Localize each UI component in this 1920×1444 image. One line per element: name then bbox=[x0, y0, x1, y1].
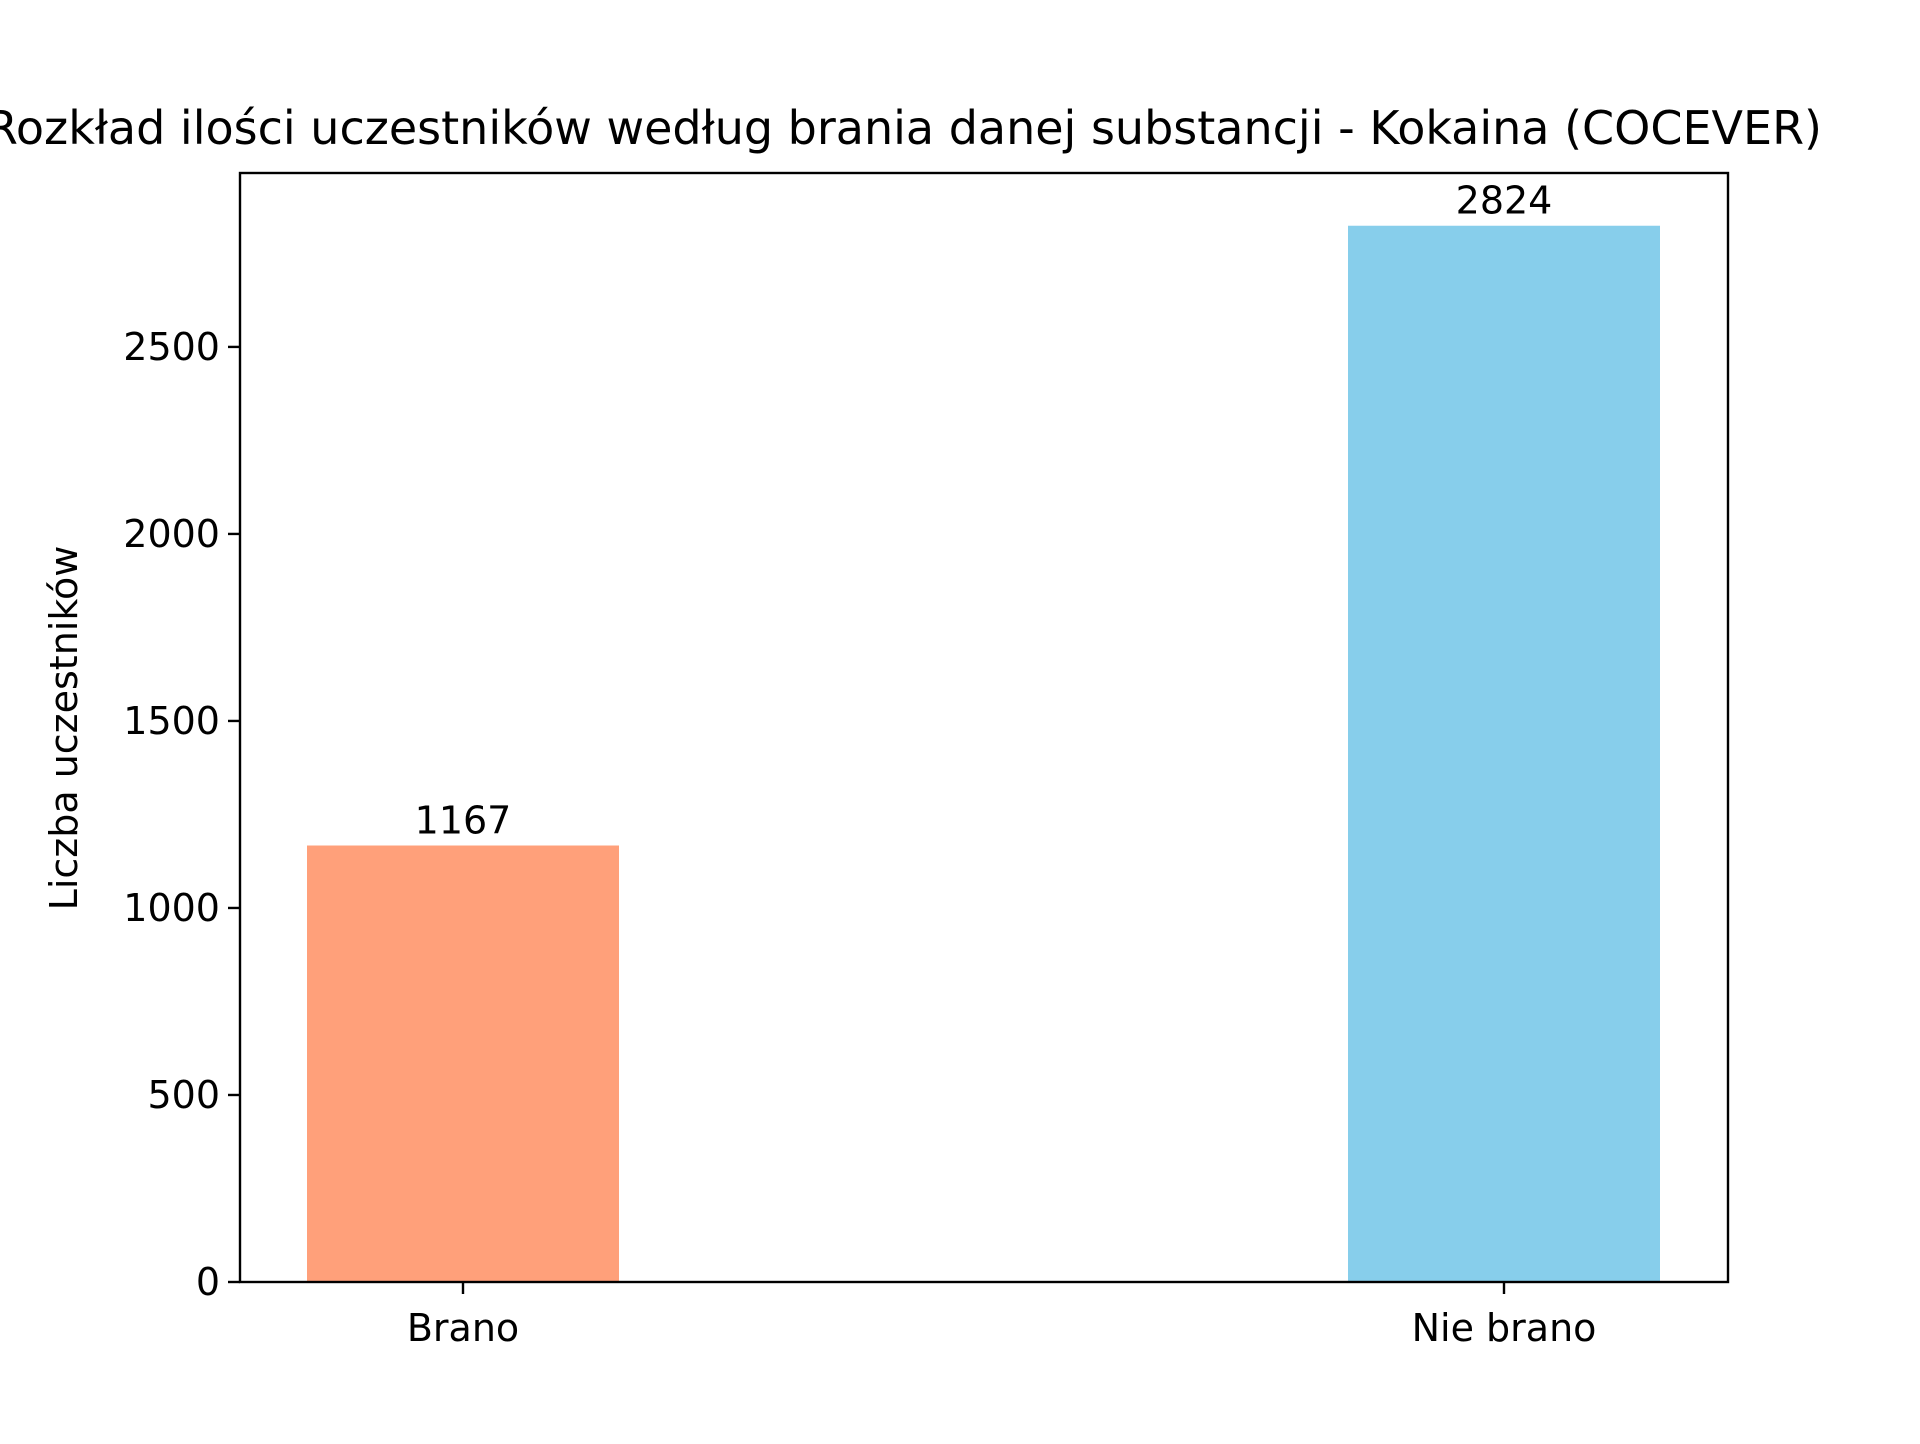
data-label: 1167 bbox=[415, 799, 512, 843]
y-tick-label: 1000 bbox=[123, 886, 220, 930]
bar-brano bbox=[307, 845, 619, 1282]
y-tick-label: 2000 bbox=[123, 512, 220, 556]
y-tick-label: 0 bbox=[196, 1260, 220, 1304]
y-axis-label: Liczba uczestników bbox=[42, 546, 86, 911]
y-tick-label: 500 bbox=[147, 1073, 220, 1117]
data-label: 2824 bbox=[1456, 179, 1553, 223]
x-tick-label: Nie brano bbox=[1412, 1306, 1597, 1350]
y-tick-label: 1500 bbox=[123, 699, 220, 743]
plot-area: 1167 Brano 2824 Nie brano 0 500 1000 1500 2000 25… bbox=[123, 171, 1730, 1350]
x-tick-label: Brano bbox=[407, 1306, 519, 1350]
axes-frame bbox=[238, 171, 1730, 1284]
chart-title: Rozkład ilości uczestników według brania… bbox=[0, 101, 1822, 155]
bar-nie-brano bbox=[1348, 225, 1660, 1282]
y-tick-label: 2500 bbox=[123, 325, 220, 369]
